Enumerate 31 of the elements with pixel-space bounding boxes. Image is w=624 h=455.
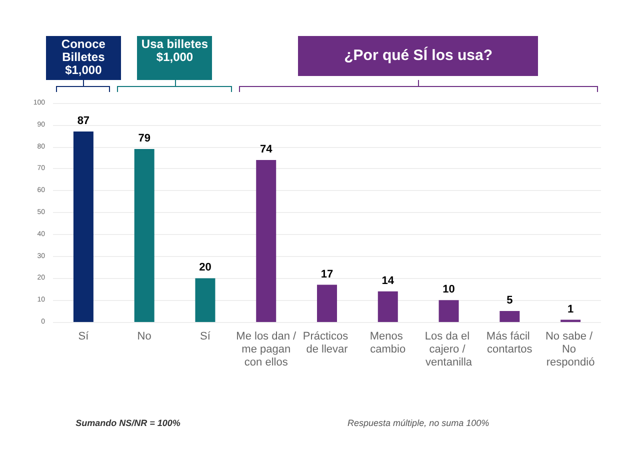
x-tick-label: Me los dan / me pagan con ellos xyxy=(236,330,298,368)
bar xyxy=(134,148,154,322)
x-tick-label: No xyxy=(137,330,152,342)
data-label: 87 xyxy=(77,114,90,127)
text: ¿Por qué SÍ los usa? xyxy=(298,36,538,76)
x-tick-label: Prácticos de llevar xyxy=(302,330,352,356)
x-tick-label: Sí xyxy=(200,330,212,342)
text: Usa billetes $1,000 xyxy=(137,36,212,80)
bar xyxy=(256,160,276,322)
x-tick-label: No sabe / No respondió xyxy=(545,330,596,368)
data-label: 20 xyxy=(199,262,212,274)
data-label: 74 xyxy=(260,143,274,156)
bar xyxy=(317,284,337,322)
x-tick-label: Menos cambio xyxy=(370,330,406,356)
text: Sumando NS/NR = 100% xyxy=(74,418,182,428)
data-label: 10 xyxy=(442,284,455,296)
text: Conoce Billetes $1,000 xyxy=(46,36,121,80)
x-tick-label: Sí xyxy=(78,330,90,342)
data-label: 14 xyxy=(382,274,395,287)
bar xyxy=(195,278,216,322)
bar xyxy=(73,131,94,322)
x-tick-label: Los da el cajero / ventanilla xyxy=(424,330,473,368)
data-label: 1 xyxy=(567,303,574,316)
bar xyxy=(500,311,520,322)
data-label: 79 xyxy=(138,132,150,144)
x-tick-label: Más fácil contartos xyxy=(486,330,533,356)
data-label: 5 xyxy=(506,294,513,307)
bar xyxy=(378,291,398,322)
text: Respuesta múltiple, no suma 100% xyxy=(346,418,490,428)
bar xyxy=(438,300,459,322)
data-label: 17 xyxy=(320,268,334,280)
